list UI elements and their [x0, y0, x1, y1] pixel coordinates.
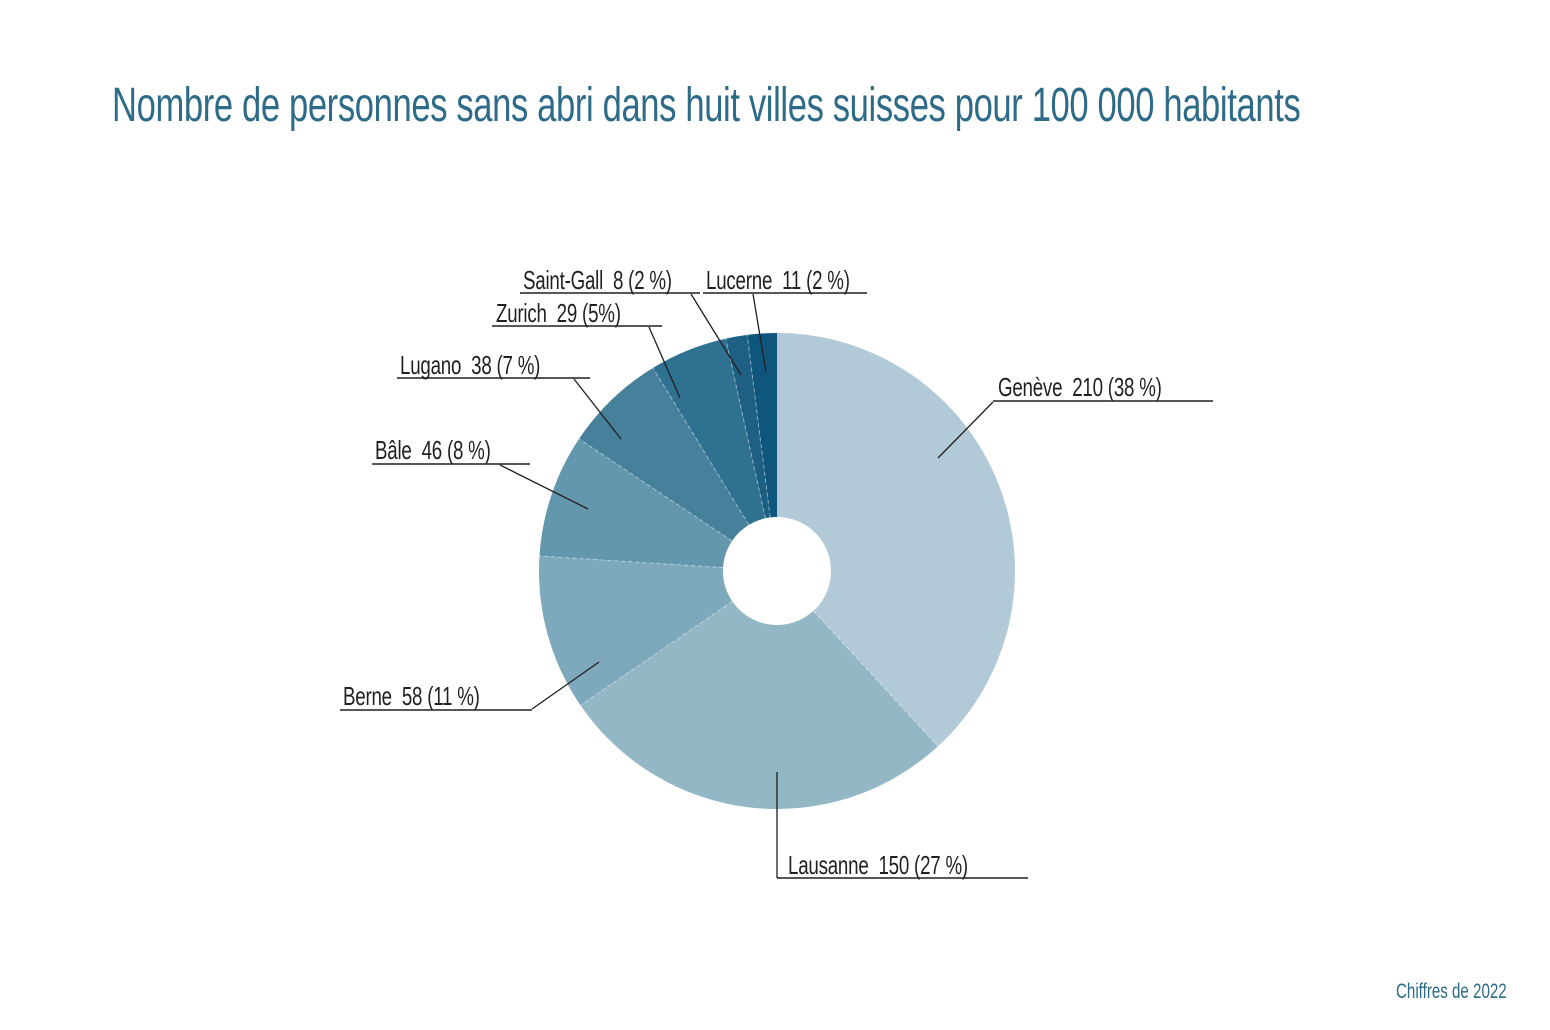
footnote: Chiffres de 2022 — [1396, 980, 1507, 1003]
pie-slice-lugano — [579, 367, 749, 542]
slice-separator — [539, 555, 724, 569]
slice-separator — [746, 334, 771, 518]
slice-label-lugano: Lugano 38 (7 %) — [400, 350, 541, 380]
slice-separator — [578, 438, 733, 542]
slice-separator — [580, 601, 733, 706]
label-underlines — [340, 292, 1213, 879]
pie-slice-lausanne — [580, 601, 938, 809]
chart-title: Nombre de personnes sans abri dans huit … — [112, 79, 1301, 132]
slice-label-geneve: Genève 210 (38 %) — [998, 372, 1162, 402]
slice-separator — [813, 610, 939, 747]
pie-slice-zurich — [652, 338, 766, 525]
slice-separator — [652, 367, 750, 526]
slice-label-lucerne: Lucerne 11 (2 %) — [706, 265, 850, 295]
callout-line-zurich — [648, 326, 681, 399]
callout-line-berne — [531, 661, 600, 710]
slice-label-zurich: Zurich 29 (5%) — [496, 298, 621, 328]
pie-slice-lucerne — [747, 333, 777, 518]
pie-slice-berne — [539, 556, 733, 706]
callout-line-geneve — [937, 401, 994, 459]
callout-line-lugano — [573, 378, 622, 440]
slice-label-saint-gall: Saint-Gall 8 (2 %) — [523, 265, 672, 295]
slice-separator — [725, 338, 766, 519]
slice-label-lausanne: Lausanne 150 (27 %) — [788, 850, 968, 880]
slice-separators — [539, 334, 939, 747]
pie-slice-saint-gall — [725, 334, 771, 519]
callout-line-saint-gall — [690, 293, 742, 376]
callout-line-lucerne — [752, 293, 767, 373]
callout-line-bale — [499, 464, 589, 510]
slice-label-bale: Bâle 46 (8 %) — [375, 435, 491, 465]
callout-lines — [499, 293, 994, 878]
pie-slice-bale — [539, 438, 733, 568]
slice-label-berne: Berne 58 (11 %) — [343, 681, 480, 711]
donut-slices — [539, 333, 1015, 809]
pie-slice-geneve — [777, 333, 1015, 747]
